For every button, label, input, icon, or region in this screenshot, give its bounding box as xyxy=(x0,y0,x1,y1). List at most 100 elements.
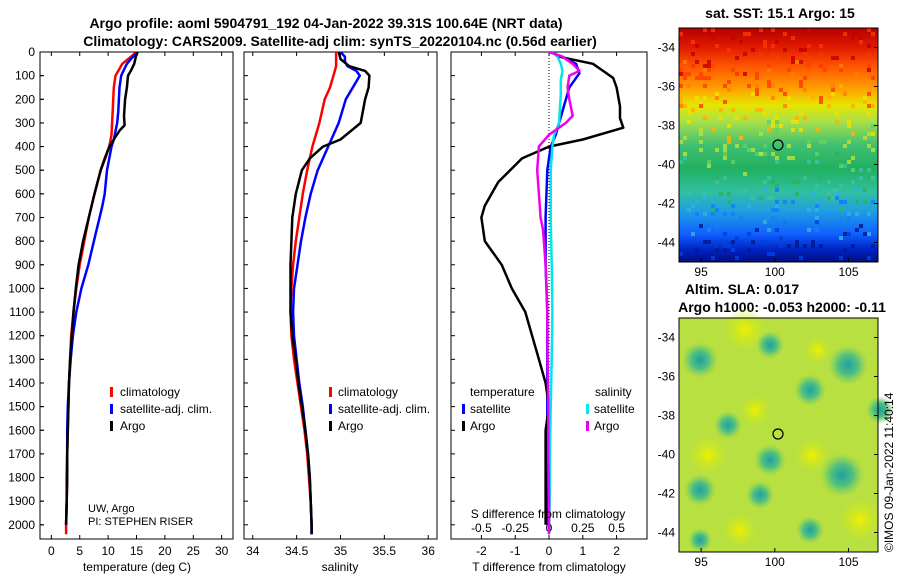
sst-pixel xyxy=(767,176,771,180)
sst-pixel xyxy=(763,112,767,116)
sst-map-ticks: 95 100 105 -34 -36 -38 -40 -42 -44 xyxy=(658,41,878,279)
sst-pixel xyxy=(699,140,703,144)
sst-pixel xyxy=(851,56,855,60)
sst-pixel xyxy=(747,84,751,88)
sst-pixel xyxy=(679,104,683,108)
sst-pixel xyxy=(819,64,823,68)
sst-pixel xyxy=(683,152,687,156)
sst-pixel xyxy=(771,52,775,56)
sst-pixel xyxy=(691,76,695,80)
sst-pixel xyxy=(703,116,707,120)
sst-pixel xyxy=(695,96,699,100)
title-line-2: Climatology: CARS2009. Satellite-adj cli… xyxy=(83,33,597,49)
sst-pixel xyxy=(863,28,867,32)
sst-pixel xyxy=(867,168,871,172)
sst-pixel xyxy=(727,80,731,84)
sst-pixel xyxy=(871,104,875,108)
sst-map-pixels xyxy=(679,28,875,260)
sst-pixel xyxy=(731,36,735,40)
sst-pixel xyxy=(775,204,779,208)
sst-pixel xyxy=(851,180,855,184)
sst-pixel xyxy=(767,68,771,72)
map-y-tick-label: -36 xyxy=(658,80,676,94)
sst-pixel xyxy=(847,124,851,128)
legend-t-argo-mark xyxy=(462,421,465,431)
sst-pixel xyxy=(871,76,875,80)
sst-pixel xyxy=(735,56,739,60)
sst-pixel xyxy=(815,160,819,164)
sst-pixel xyxy=(703,240,707,244)
sst-pixel xyxy=(795,56,799,60)
sst-pixel xyxy=(751,240,755,244)
sst-map-panel: sat. SST: 15.1 Argo: 15 95 100 105 -34 -36 -3… xyxy=(658,5,879,279)
s-tick-label: 0.25 xyxy=(571,521,595,535)
sst-pixel xyxy=(759,132,763,136)
s-tick-label: -0.25 xyxy=(502,521,530,535)
sst-pixel xyxy=(791,180,795,184)
legend-satellite-label: satellite-adj. clim. xyxy=(338,402,430,416)
sst-pixel xyxy=(787,96,791,100)
sst-pixel xyxy=(723,248,727,252)
sst-pixel xyxy=(851,156,855,160)
sst-pixel xyxy=(755,92,759,96)
sst-pixel xyxy=(759,196,763,200)
pi-line-1: UW, Argo xyxy=(88,503,134,515)
sst-pixel xyxy=(711,204,715,208)
sla-low-anomaly xyxy=(746,481,774,509)
legend-salinity-title: salinity xyxy=(595,385,632,399)
legend-climatology-mark xyxy=(110,387,113,397)
sst-pixel xyxy=(839,164,843,168)
map-y-tick-label: -36 xyxy=(658,370,676,384)
sst-pixel xyxy=(819,244,823,248)
sst-pixel xyxy=(803,176,807,180)
title-line-1: Argo profile: aoml 5904791_192 04-Jan-20… xyxy=(89,15,562,31)
sst-pixel xyxy=(859,40,863,44)
sst-pixel xyxy=(775,188,779,192)
t-difference-xlabel: T difference from climatology xyxy=(472,560,626,574)
sst-pixel xyxy=(807,60,811,64)
sst-pixel xyxy=(807,208,811,212)
sst-pixel xyxy=(743,144,747,148)
s-tick-label: -0.5 xyxy=(471,521,492,535)
sst-pixel xyxy=(863,232,867,236)
sst-pixel xyxy=(767,120,771,124)
sst-pixel xyxy=(687,84,691,88)
sst-pixel xyxy=(831,196,835,200)
sst-pixel xyxy=(731,240,735,244)
sla-low-anomaly xyxy=(714,411,742,439)
sst-pixel xyxy=(743,116,747,120)
sst-pixel xyxy=(839,68,843,72)
legend-s-satellite-label: satellite xyxy=(594,402,635,416)
sst-pixel xyxy=(827,104,831,108)
sst-pixel xyxy=(679,140,683,144)
sst-pixel xyxy=(791,200,795,204)
sst-pixel xyxy=(843,248,847,252)
sst-pixel xyxy=(703,64,707,68)
sst-pixel xyxy=(743,52,747,56)
sst-pixel xyxy=(683,76,687,80)
sst-pixel xyxy=(751,48,755,52)
sst-pixel xyxy=(823,140,827,144)
sst-pixel xyxy=(771,152,775,156)
sst-pixel xyxy=(767,228,771,232)
temperature-ticks: 0 5 10 15 20 25 30 xyxy=(40,51,229,558)
sla-low-anomaly xyxy=(820,453,864,497)
sst-pixel xyxy=(815,152,819,156)
temperature-axes xyxy=(39,51,234,540)
sst-pixel xyxy=(747,108,751,112)
sst-pixel xyxy=(775,128,779,132)
series-line-s-argo xyxy=(535,52,581,535)
sst-pixel xyxy=(679,72,683,76)
sst-pixel xyxy=(867,176,871,180)
sst-pixel xyxy=(683,60,687,64)
sst-pixel xyxy=(839,256,843,260)
sst-pixel xyxy=(775,228,779,232)
sst-pixel xyxy=(755,72,759,76)
sst-pixel xyxy=(755,228,759,232)
sst-pixel xyxy=(771,44,775,48)
difference-legend-right: salinity satellite Argo xyxy=(586,385,635,433)
sst-pixel xyxy=(855,228,859,232)
y-tick-label: 1100 xyxy=(9,305,35,319)
sst-pixel xyxy=(715,96,719,100)
sst-pixel xyxy=(855,212,859,216)
